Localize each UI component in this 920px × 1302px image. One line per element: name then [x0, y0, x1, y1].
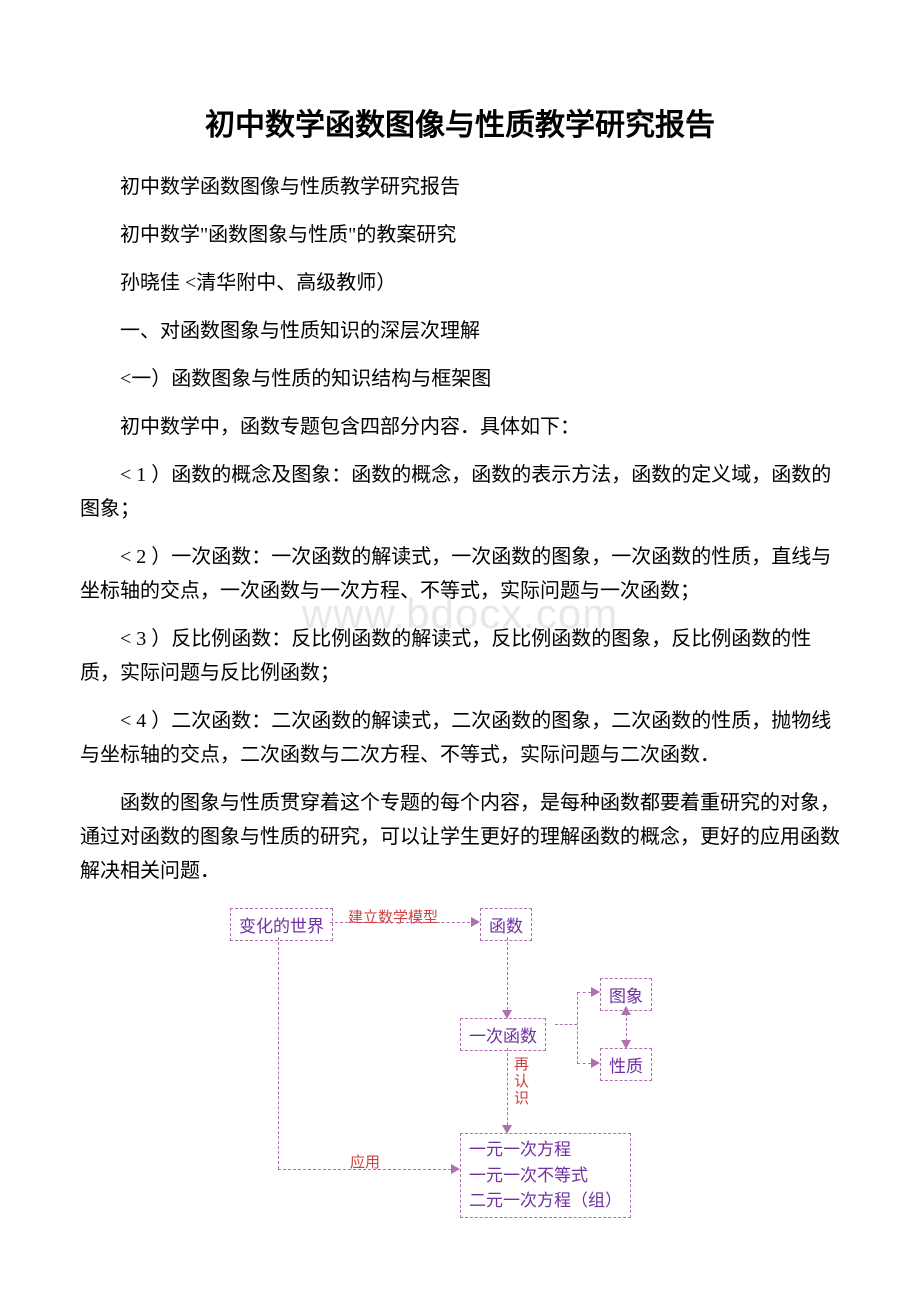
node-label: 一次函数 — [469, 1027, 537, 1046]
edge — [507, 937, 508, 1015]
node-label: 图象 — [609, 987, 643, 1006]
paragraph: < 2 ）一次函数：一次函数的解读式，一次函数的图象，一次函数的性质，直线与坐标… — [80, 540, 840, 608]
paragraph: 函数的图象与性质贯穿着这个专题的每个内容，是每种函数都要着重研究的对象，通过对函… — [80, 786, 840, 888]
edge — [278, 937, 279, 1169]
paragraph: 一、对函数图象与性质知识的深层次理解 — [80, 314, 840, 348]
page-title: 初中数学函数图像与性质教学研究报告 — [80, 100, 840, 144]
paragraph: < 1 ）函数的概念及图象：函数的概念，函数的表示方法，函数的定义域，函数的图象… — [80, 458, 840, 526]
arrow-icon — [591, 987, 600, 997]
concept-diagram: 变化的世界 函数 一次函数 图象 性质 一元一次方程 一元一次不等式 二元一次方… — [230, 908, 690, 1218]
node-label: 变化的世界 — [239, 917, 324, 936]
node-world: 变化的世界 — [230, 908, 333, 941]
arrow-icon — [621, 1040, 631, 1049]
paragraph: 孙晓佳 <清华附中、高级教师） — [80, 266, 840, 300]
arrow-icon — [591, 1058, 600, 1068]
edge — [577, 992, 578, 1064]
edge-label: 建立数学模型 — [348, 906, 438, 927]
arrow-icon — [471, 917, 480, 927]
node-property: 性质 — [600, 1048, 652, 1081]
node-linear: 一次函数 — [460, 1018, 546, 1051]
paragraph: <一）函数图象与性质的知识结构与框架图 — [80, 362, 840, 396]
arrow-icon — [502, 1010, 512, 1019]
node-line: 一元一次方程 — [469, 1137, 622, 1163]
node-line: 一元一次不等式 — [469, 1163, 622, 1189]
edge-label: 再认识 — [510, 1056, 531, 1107]
arrow-icon — [502, 1125, 512, 1134]
node-function: 函数 — [480, 908, 532, 941]
paragraph: < 3 ）反比例函数：反比例函数的解读式，反比例函数的图象，反比例函数的性质，实… — [80, 622, 840, 690]
node-equations: 一元一次方程 一元一次不等式 二元一次方程（组） — [460, 1133, 631, 1218]
node-line: 二元一次方程（组） — [469, 1188, 622, 1214]
edge — [507, 1048, 508, 1130]
node-label: 性质 — [609, 1057, 643, 1076]
edge-label: 应用 — [350, 1151, 380, 1172]
paragraph: < 4 ）二次函数：二次函数的解读式，二次函数的图象，二次函数的性质，抛物线与坐… — [80, 704, 840, 772]
paragraph: 初中数学函数图像与性质教学研究报告 — [80, 170, 840, 204]
document-content: 初中数学函数图像与性质教学研究报告 初中数学函数图像与性质教学研究报告 初中数学… — [80, 100, 840, 1218]
arrow-icon — [451, 1164, 460, 1174]
paragraph: 初中数学中，函数专题包含四部分内容．具体如下： — [80, 410, 840, 444]
edge — [555, 1024, 577, 1025]
paragraph: 初中数学"函数图象与性质"的教案研究 — [80, 218, 840, 252]
node-label: 函数 — [489, 917, 523, 936]
arrow-icon — [621, 1006, 631, 1015]
